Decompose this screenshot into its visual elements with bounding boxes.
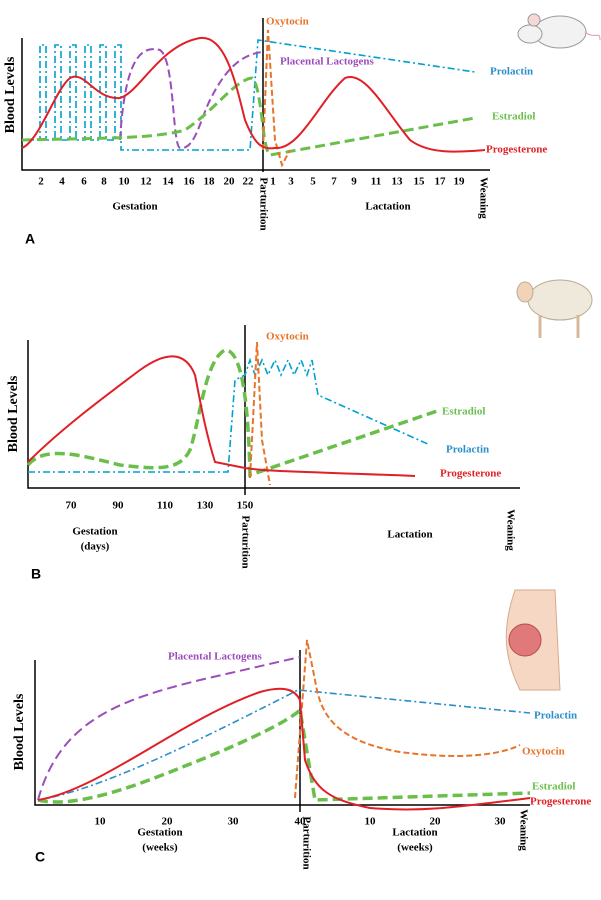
x-tick-label: 20	[430, 816, 442, 828]
panel-letter: A	[25, 231, 35, 247]
prolactin-curve	[22, 39, 476, 151]
x-tick-label: 4	[59, 176, 65, 188]
panel-b-graphics	[26, 279, 593, 495]
axes	[27, 340, 520, 489]
panel-c-graphics	[34, 589, 561, 812]
x-tick-label: 20	[224, 176, 236, 188]
gestation-label: (weeks)	[142, 842, 178, 854]
prolactin-curve	[37, 689, 531, 801]
weaning-label: Weaning	[517, 809, 529, 851]
progesterone-curve	[21, 36, 486, 153]
lactation-label: Lactation	[387, 529, 432, 541]
curve-label: Progesterone	[486, 144, 547, 156]
gestation-label: (days)	[81, 541, 110, 553]
curve-label: Estradiol	[532, 781, 575, 793]
panel-letter: B	[31, 566, 41, 582]
x-tick-label: 17	[435, 176, 447, 188]
curve-label: Prolactin	[446, 444, 489, 456]
x-tick-label: 15	[414, 176, 426, 188]
y-axis-label: Blood Levels	[3, 56, 18, 133]
curve-label: Oxytocin	[266, 16, 309, 28]
lactation-label: Lactation	[365, 201, 410, 213]
axes	[21, 38, 490, 171]
gestation-label: Gestation	[72, 526, 117, 538]
prolactin-curve	[28, 357, 431, 473]
x-tick-label: 70	[66, 500, 78, 512]
x-tick-label: 6	[81, 176, 87, 188]
curve-label: Placental Lactogens	[168, 651, 263, 663]
panel-letter: C	[35, 849, 45, 865]
parturition-label: Parturition	[300, 816, 312, 869]
x-tick-label: 7	[331, 176, 337, 188]
panel-a-graphics	[21, 13, 601, 172]
weaning-label: Weaning	[477, 177, 489, 219]
x-tick-label: 30	[495, 816, 507, 828]
weaning-label: Weaning	[504, 509, 516, 551]
x-tick-label: 2	[38, 176, 44, 188]
curve-label: Prolactin	[534, 710, 577, 722]
curve-label: Estradiol	[442, 406, 485, 418]
x-tick-label: 22	[243, 176, 255, 188]
x-tick-label: 130	[197, 500, 214, 512]
x-tick-label: 90	[113, 500, 125, 512]
axes	[34, 660, 530, 806]
x-tick-label: 10	[95, 816, 107, 828]
x-tick-label: 9	[351, 176, 357, 188]
x-tick-label: 12	[141, 176, 153, 188]
gestation-label: Gestation	[137, 827, 182, 839]
progesterone-curve	[37, 687, 531, 811]
x-tick-label: 8	[101, 176, 107, 188]
curve-label: Estradiol	[492, 111, 535, 123]
x-tick-label: 150	[237, 500, 254, 512]
x-tick-label: 5	[310, 176, 316, 188]
oxytocin-curve	[262, 29, 291, 168]
x-tick-label: 10	[119, 176, 131, 188]
parturition-label: Parturition	[239, 515, 251, 568]
estradiol-curve	[26, 348, 441, 478]
x-tick-label: 14	[163, 176, 175, 188]
curve-label: Placental Lactogens	[280, 56, 375, 68]
estradiol-curve	[21, 76, 476, 157]
pregnancy-icon	[505, 589, 561, 691]
lactation-label: Lactation	[392, 827, 437, 839]
progesterone-curve	[27, 355, 416, 477]
x-tick-label: 20	[162, 816, 174, 828]
x-tick-label: 40	[295, 816, 307, 828]
x-tick-label: 11	[371, 176, 381, 188]
x-tick-label: 1	[270, 176, 276, 188]
curve-label: Prolactin	[490, 66, 533, 78]
x-tick-label: 3	[288, 176, 294, 188]
curve-label: Oxytocin	[522, 746, 565, 758]
gestation-label: Gestation	[112, 201, 157, 213]
curve-label: Progesterone	[530, 796, 591, 808]
parturition-label: Parturition	[257, 177, 269, 230]
x-tick-label: 10	[365, 816, 377, 828]
estradiol-curve	[37, 706, 531, 804]
lactation-label: (weeks)	[397, 842, 433, 854]
x-tick-label: 16	[184, 176, 196, 188]
mouse-icon	[517, 13, 601, 49]
sheep-icon	[516, 279, 593, 338]
x-tick-label: 13	[392, 176, 404, 188]
oxytocin-curve	[294, 639, 521, 799]
placental-lactogens-curve	[37, 656, 301, 801]
curve-label: Progesterone	[440, 468, 501, 480]
x-tick-label: 110	[157, 500, 173, 512]
y-axis-label: Blood Levels	[6, 375, 21, 452]
x-tick-label: 19	[454, 176, 466, 188]
y-axis-label: Blood Levels	[12, 693, 27, 770]
x-tick-label: 30	[228, 816, 240, 828]
placental-lactogens-curve	[119, 48, 263, 150]
curve-label: Oxytocin	[266, 331, 309, 343]
oxytocin-curve	[249, 341, 271, 486]
x-tick-label: 18	[204, 176, 216, 188]
